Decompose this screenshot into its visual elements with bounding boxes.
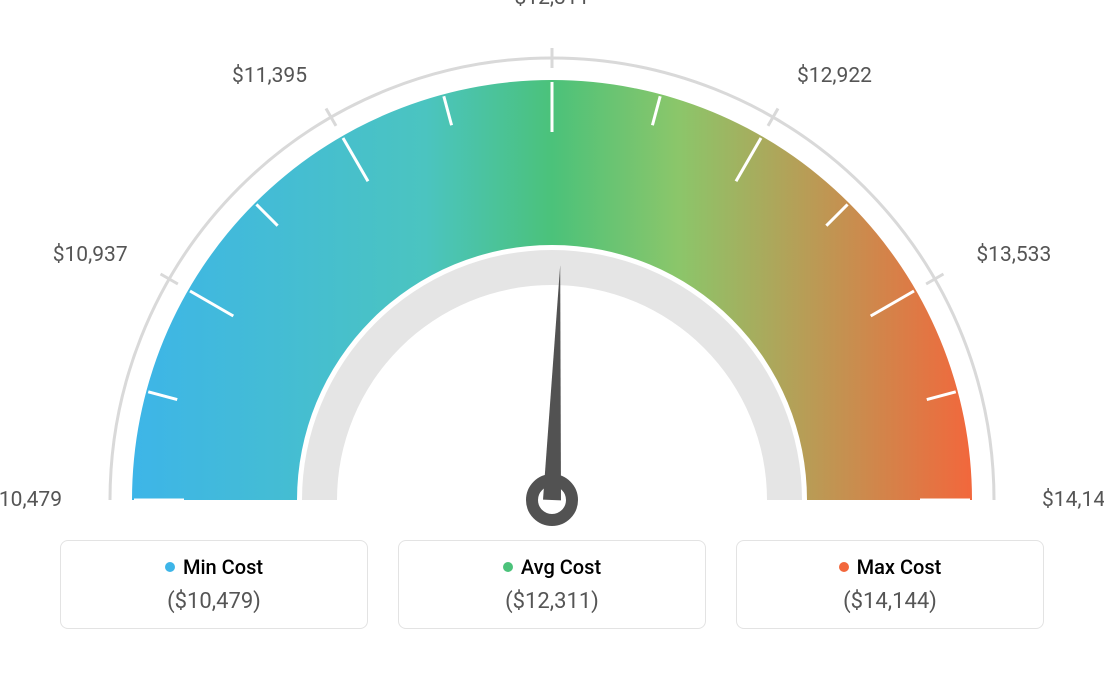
dot-icon [839, 562, 849, 572]
gauge-tick-label: $10,479 [0, 488, 62, 512]
gauge-tick-label: $10,937 [53, 243, 128, 267]
legend-title-max: Max Cost [839, 555, 942, 579]
legend-card-avg: Avg Cost ($12,311) [398, 540, 706, 629]
legend-title-min: Min Cost [165, 555, 263, 579]
cost-gauge-chart: $10,479 $10,937 $11,395 $12,311 $12,922 $13,5… [0, 0, 1104, 690]
legend-value-min: ($10,479) [71, 589, 357, 614]
gauge-area: $10,479 $10,937 $11,395 $12,311 $12,922 $13,5… [0, 0, 1104, 540]
legend-card-min: Min Cost ($10,479) [60, 540, 368, 629]
gauge-tick-label: $12,311 [515, 0, 590, 10]
legend-title-label: Max Cost [857, 555, 942, 579]
gauge-tick-label: $14,144 [1042, 488, 1104, 512]
gauge-tick-label: $12,922 [797, 64, 872, 88]
dot-icon [165, 562, 175, 572]
legend-title-avg: Avg Cost [503, 555, 601, 579]
gauge-svg [0, 0, 1104, 540]
legend-card-max: Max Cost ($14,144) [736, 540, 1044, 629]
dot-icon [503, 562, 513, 572]
gauge-tick-label: $13,533 [976, 243, 1051, 267]
gauge-tick-label: $11,395 [232, 64, 307, 88]
legend-value-max: ($14,144) [747, 589, 1033, 614]
legend-title-label: Avg Cost [521, 555, 601, 579]
legend-title-label: Min Cost [183, 555, 263, 579]
legend-row: Min Cost ($10,479) Avg Cost ($12,311) Ma… [0, 540, 1104, 629]
legend-value-avg: ($12,311) [409, 589, 695, 614]
